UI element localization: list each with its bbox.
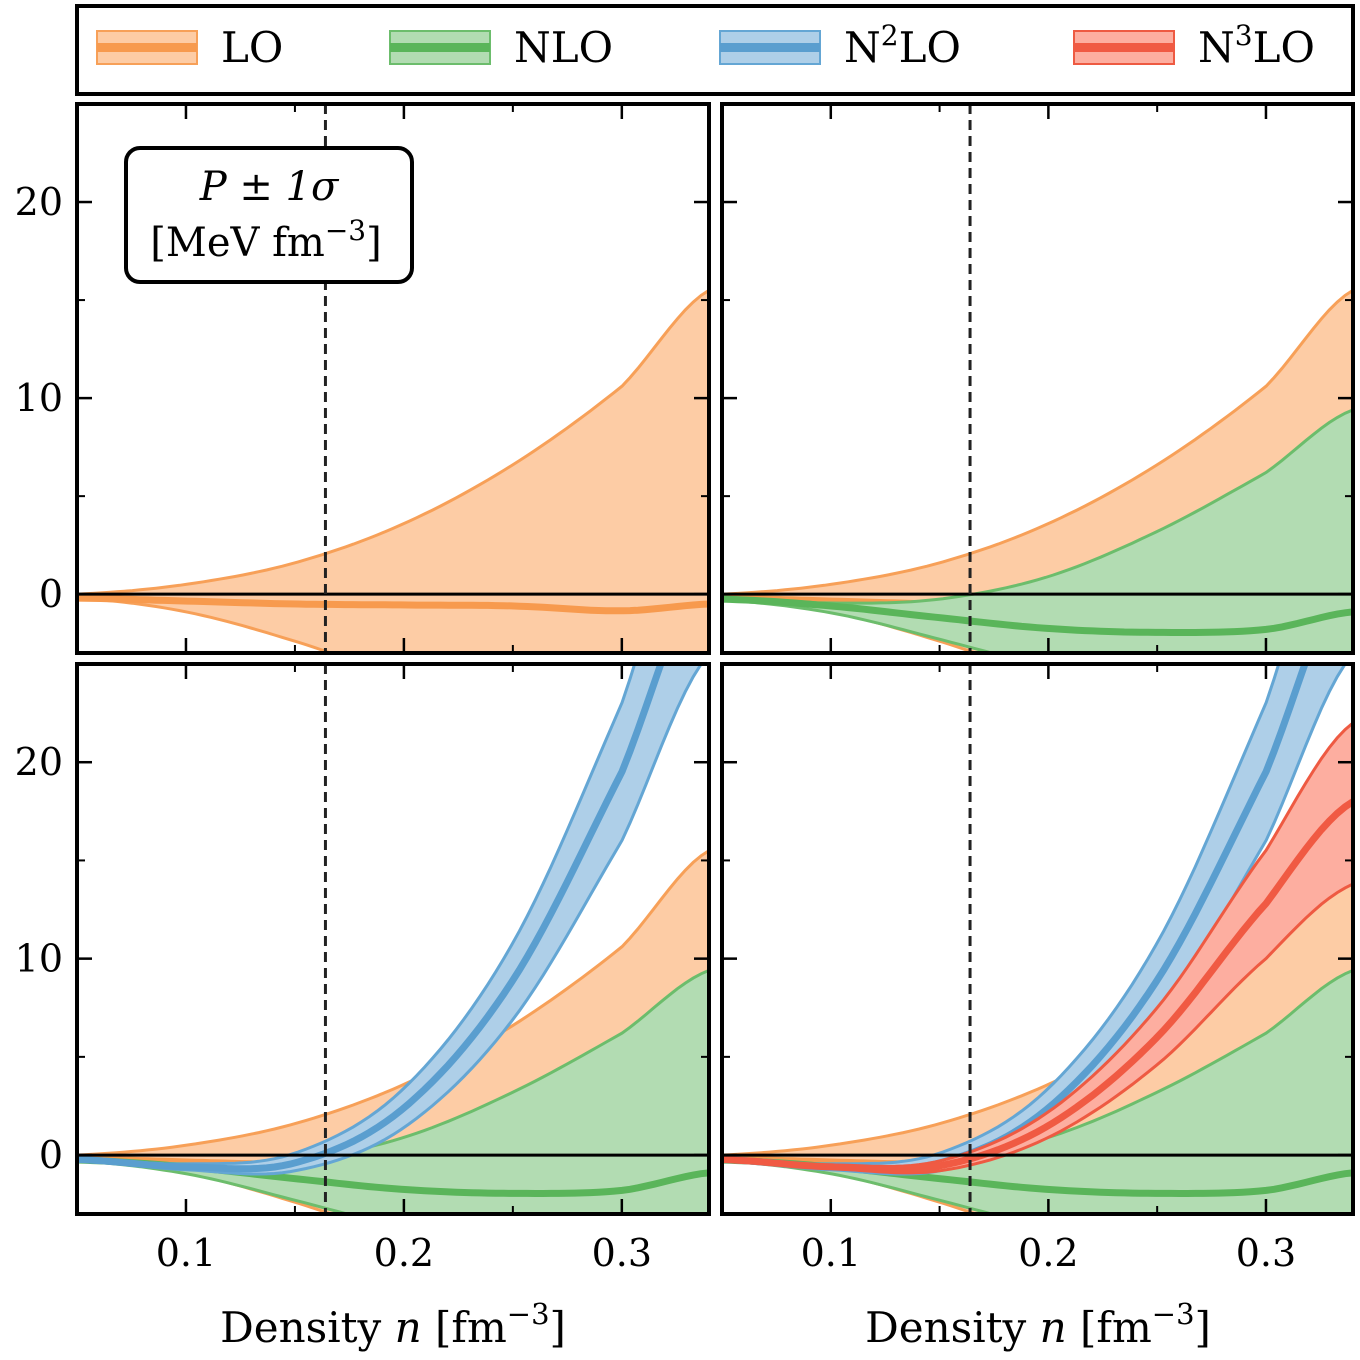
band-lower-lo bbox=[77, 596, 336, 653]
band-nlo bbox=[722, 409, 1353, 653]
x-axis-label-close: ] bbox=[1195, 1303, 1211, 1352]
mean-line-n2lo bbox=[77, 664, 665, 1173]
y-tick-label: 10 bbox=[15, 376, 63, 420]
y-tick-label: 20 bbox=[15, 180, 63, 224]
legend-label-sup: 2 bbox=[881, 19, 899, 52]
inset-annotation: P ± 1σ[MeV fm−3] bbox=[124, 146, 414, 284]
inset-line-2-main: [MeV fm bbox=[150, 220, 325, 266]
x-axis-labels: Density n [fm−3] Density n [fm−3] bbox=[220, 1297, 1211, 1352]
y-tick-label: 20 bbox=[15, 740, 63, 784]
legend-item-nlo: NLO bbox=[389, 23, 613, 72]
x-tick-label: 0.2 bbox=[1018, 1231, 1078, 1275]
series-n2lo bbox=[77, 664, 704, 1176]
x-tick-label: 0.3 bbox=[592, 1231, 652, 1275]
x-axis-label-close: ] bbox=[550, 1303, 566, 1352]
y-tick-label: 10 bbox=[15, 937, 63, 981]
panel-frame bbox=[720, 102, 1355, 655]
x-tick-label: 0.1 bbox=[801, 1231, 861, 1275]
x-axis-label-sup: −3 bbox=[1152, 1297, 1195, 1331]
legend-label-sup: 3 bbox=[1235, 19, 1253, 52]
band-upper-lo bbox=[77, 289, 709, 596]
legend-label-n2lo: N2LO bbox=[844, 19, 961, 72]
band-lower-nlo bbox=[722, 1159, 998, 1214]
legend-item-lo: LO bbox=[96, 23, 283, 72]
x-axis-label-main: Density bbox=[220, 1303, 395, 1352]
mean-line-nlo bbox=[722, 595, 1353, 636]
band-upper-lo bbox=[722, 289, 1353, 596]
mean-line-n3lo bbox=[722, 798, 1353, 1174]
panel-bottom-right-plot-area bbox=[722, 664, 1353, 1214]
x-axis-label-unit: [fm bbox=[1067, 1303, 1152, 1352]
y-tick-label: 0 bbox=[39, 1133, 63, 1177]
panel-frame bbox=[75, 102, 711, 655]
legend-item-n2lo: N2LO bbox=[719, 19, 961, 72]
panel-bottom-left-plot-area bbox=[77, 664, 709, 1214]
x-axis-label-unit: [fm bbox=[422, 1303, 507, 1352]
x-axis-label-sup: −3 bbox=[507, 1297, 550, 1331]
x-axis-label: Density n [fm−3] bbox=[865, 1297, 1211, 1352]
legend-label-end: LO bbox=[899, 23, 961, 72]
legend-label-lo: LO bbox=[221, 23, 283, 72]
inset-line-1: P ± 1σ bbox=[199, 164, 340, 210]
series-n3lo bbox=[722, 721, 1353, 1175]
series-nlo bbox=[722, 408, 1353, 653]
series-lo bbox=[77, 289, 709, 653]
y-tick-label: 0 bbox=[39, 572, 63, 616]
x-axis-label-var: n bbox=[1040, 1303, 1067, 1352]
x-tick-label: 0.2 bbox=[374, 1231, 434, 1275]
band-upper-lo bbox=[77, 849, 709, 1157]
legend-label-main: N bbox=[1198, 23, 1235, 72]
panel-bottom-right: 0.1 0.2 0.3 bbox=[720, 662, 1355, 1275]
legend-label-main: N bbox=[844, 23, 881, 72]
inset-line-2: [MeV fm−3] bbox=[150, 214, 381, 266]
panel-frame bbox=[75, 662, 711, 1216]
panel-top-right-plot-area bbox=[722, 104, 1353, 653]
legend-label-n3lo: N3LO bbox=[1198, 19, 1315, 72]
ticks bbox=[76, 103, 709, 653]
band-nlo bbox=[77, 970, 709, 1214]
band-lo bbox=[77, 290, 709, 653]
inset-box bbox=[124, 146, 414, 284]
x-axis-label-var: n bbox=[395, 1303, 422, 1352]
panel-bottom-left: 0 10 20 0.1 0.2 0.3 bbox=[15, 662, 711, 1275]
x-axis-label-main: Density bbox=[865, 1303, 1040, 1352]
band-lower-nlo bbox=[722, 598, 998, 653]
legend-label-end: LO bbox=[1253, 23, 1315, 72]
mean-line-lo bbox=[77, 594, 709, 615]
legend-item-n3lo: N3LO bbox=[1073, 19, 1315, 72]
x-axis-label: Density n [fm−3] bbox=[220, 1297, 566, 1352]
legend-label-main: LO bbox=[221, 23, 283, 72]
legend-label-nlo: NLO bbox=[514, 23, 613, 72]
band-lower-nlo bbox=[77, 1159, 353, 1214]
panel-top-right bbox=[720, 102, 1355, 655]
inset-line-2-end: ] bbox=[366, 220, 382, 266]
panel-top-left-plot-area bbox=[77, 104, 709, 653]
x-tick-label: 0.1 bbox=[156, 1231, 216, 1275]
inset-line-2-sup: −3 bbox=[325, 214, 366, 247]
panel-frame bbox=[720, 662, 1355, 1216]
x-tick-label: 0.3 bbox=[1236, 1231, 1296, 1275]
band-nlo bbox=[722, 970, 1353, 1214]
legend-label-main: NLO bbox=[514, 23, 613, 72]
legend: LO NLO N2LO N3LO bbox=[75, 4, 1355, 96]
